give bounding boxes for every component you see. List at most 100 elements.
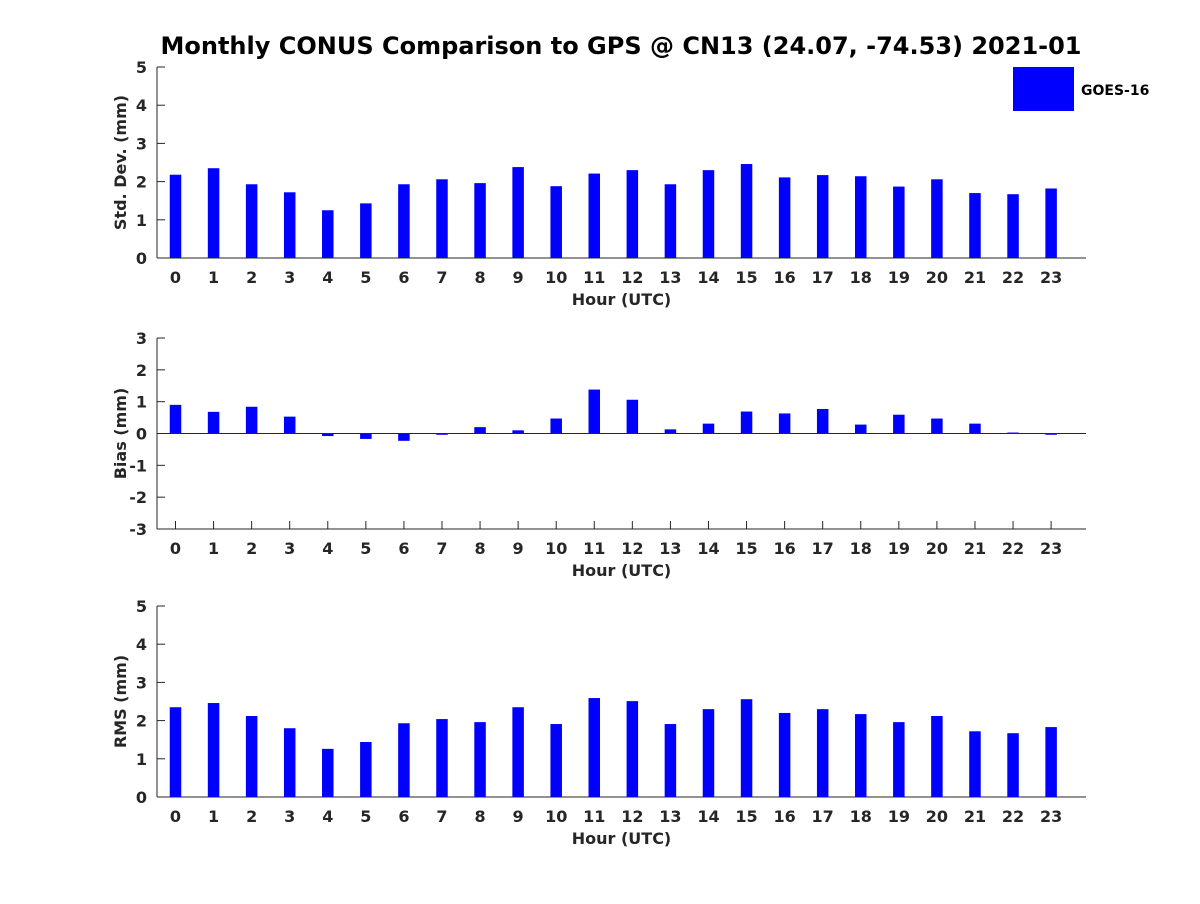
x-tick-label: 1	[208, 539, 219, 558]
legend-label: GOES-16	[1081, 83, 1149, 99]
x-tick-label: 5	[360, 268, 371, 287]
x-tick-label: 17	[812, 807, 834, 826]
bar-hour-14	[702, 423, 715, 434]
bar-hour-21	[969, 423, 981, 434]
bar-hour-9	[512, 430, 524, 434]
bar-hour-13	[664, 429, 677, 434]
bar-hour-4	[322, 433, 334, 437]
x-tick-label: 22	[1002, 807, 1024, 826]
bar-hour-2	[245, 406, 258, 434]
y-tick-label: 2	[136, 361, 147, 380]
bar-hour-12	[626, 170, 639, 258]
bar-hour-7	[436, 433, 448, 435]
x-tick-label: 8	[474, 539, 485, 558]
x-tick-label: 21	[964, 539, 986, 558]
x-tick-label: 18	[850, 807, 872, 826]
x-tick-label: 8	[474, 807, 485, 826]
x-tick-label: 7	[436, 807, 447, 826]
x-tick-label: 0	[170, 807, 181, 826]
x-tick-label: 15	[735, 268, 757, 287]
x-tick-label: 15	[735, 807, 757, 826]
y-tick-label: 5	[136, 597, 147, 616]
bar-hour-11	[588, 698, 601, 797]
bar-hour-1	[207, 703, 220, 797]
x-tick-label: 12	[621, 539, 643, 558]
bar-hour-12	[626, 701, 639, 797]
y-tick-label: 3	[136, 134, 147, 153]
bar-hour-4	[322, 748, 334, 797]
bar-hour-12	[626, 399, 639, 434]
bar-hour-18	[855, 176, 867, 258]
bar-hour-15	[740, 411, 753, 434]
legend-swatch	[1013, 67, 1074, 111]
x-tick-label: 4	[322, 807, 333, 826]
x-tick-label: 20	[926, 807, 948, 826]
x-tick-label: 13	[659, 807, 681, 826]
bar-hour-14	[702, 170, 715, 258]
bar-hour-18	[855, 424, 867, 434]
x-tick-label: 3	[284, 807, 295, 826]
bar-hour-5	[360, 741, 372, 797]
y-tick-label: -2	[129, 488, 147, 507]
x-tick-label: 7	[436, 268, 447, 287]
x-tick-label: 4	[322, 539, 333, 558]
x-tick-label: 19	[888, 539, 910, 558]
x-tick-label: 3	[284, 268, 295, 287]
bar-hour-6	[398, 433, 410, 441]
x-tick-label: 16	[773, 268, 795, 287]
x-tick-label: 10	[545, 268, 567, 287]
y-tick-label: 4	[136, 635, 147, 654]
x-tick-label: 12	[621, 268, 643, 287]
y-tick-label: 1	[136, 211, 147, 230]
bar-hour-13	[664, 184, 677, 258]
bar-hour-5	[360, 433, 372, 439]
x-tick-label: 21	[964, 807, 986, 826]
bar-hour-10	[550, 724, 562, 797]
bar-hour-19	[893, 186, 905, 258]
bar-hour-17	[816, 408, 829, 434]
bar-hour-14	[702, 709, 715, 797]
y-axis-label: Std. Dev. (mm)	[111, 95, 130, 230]
x-tick-label: 17	[812, 268, 834, 287]
y-tick-label: 3	[136, 673, 147, 692]
bar-hour-21	[969, 731, 981, 797]
x-axis-label: Hour (UTC)	[572, 829, 672, 848]
bar-hour-4	[322, 210, 334, 258]
bar-hour-19	[893, 414, 905, 434]
legend: GOES-16	[1013, 67, 1149, 111]
y-tick-label: 0	[136, 788, 147, 807]
bar-hour-17	[816, 175, 829, 258]
figure-title: Monthly CONUS Comparison to GPS @ CN13 (…	[161, 32, 1082, 60]
x-tick-label: 6	[398, 539, 409, 558]
bar-hour-6	[398, 184, 410, 258]
x-tick-label: 23	[1040, 268, 1062, 287]
bar-hour-3	[283, 728, 296, 797]
bar-hour-19	[893, 722, 905, 797]
bar-hour-1	[207, 411, 220, 434]
x-tick-label: 14	[697, 539, 719, 558]
bar-hour-11	[588, 173, 601, 258]
y-axis-label: Bias (mm)	[111, 388, 130, 480]
x-tick-label: 22	[1002, 268, 1024, 287]
x-tick-label: 9	[513, 807, 524, 826]
x-tick-label: 23	[1040, 807, 1062, 826]
x-tick-label: 0	[170, 539, 181, 558]
y-tick-label: 0	[136, 249, 147, 268]
x-tick-label: 1	[208, 268, 219, 287]
x-tick-label: 1	[208, 807, 219, 826]
x-tick-label: 16	[773, 539, 795, 558]
y-tick-label: 1	[136, 393, 147, 412]
bar-hour-21	[969, 193, 981, 258]
bar-hour-8	[474, 427, 486, 434]
bar-hour-3	[283, 192, 296, 258]
y-tick-label: 2	[136, 173, 147, 192]
bar-hour-23	[1045, 188, 1057, 258]
bar-hour-0	[169, 707, 182, 797]
bar-hour-3	[283, 416, 296, 434]
bar-hour-6	[398, 723, 410, 797]
x-tick-label: 22	[1002, 539, 1024, 558]
